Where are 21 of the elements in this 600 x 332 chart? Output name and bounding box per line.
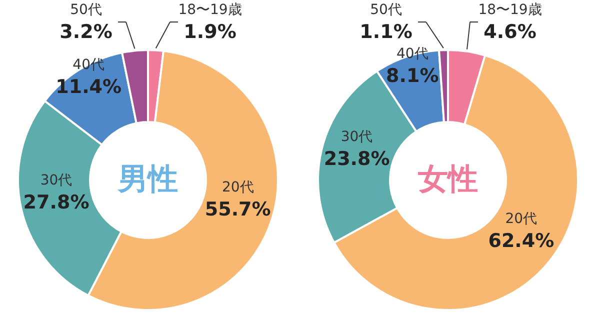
slice-label: 18〜19歳 (478, 2, 542, 18)
data-label: 4.6% (484, 21, 536, 43)
slice-label: 20代 (505, 211, 538, 228)
text: 男性 (117, 162, 178, 197)
data-label: 27.8% (23, 192, 90, 214)
text: 女性 (417, 162, 478, 197)
slice-label: 18〜19歳 (178, 2, 242, 18)
slice-label: 20代 (222, 180, 254, 196)
data-label: 11.4% (56, 76, 122, 98)
data-label: 55.7% (204, 198, 271, 221)
slice-label: 30代 (40, 172, 72, 189)
data-label: 1.9% (184, 21, 236, 43)
data-label: 8.1% (386, 64, 439, 87)
data-label: 62.4% (488, 230, 554, 252)
slice-label: 30代 (340, 129, 373, 146)
data-label: 3.2% (60, 21, 112, 43)
data-label: 23.8% (324, 148, 390, 170)
slice-label: 50代 (70, 2, 102, 18)
data-label: 1.1% (360, 21, 412, 43)
slice-label: 40代 (72, 57, 104, 74)
slice-label: 50代 (370, 2, 402, 18)
